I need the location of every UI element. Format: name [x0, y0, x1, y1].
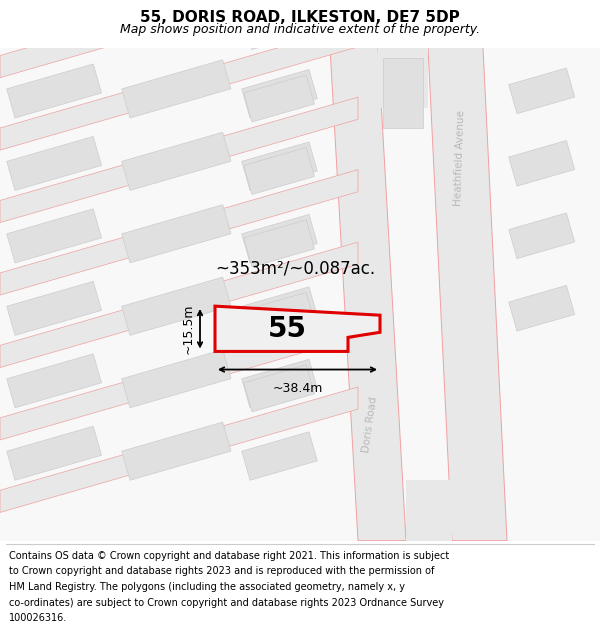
Text: ~353m²/~0.087ac.: ~353m²/~0.087ac.: [215, 260, 375, 278]
Polygon shape: [0, 314, 358, 440]
Polygon shape: [406, 480, 452, 541]
Text: to Crown copyright and database rights 2023 and is reproduced with the permissio: to Crown copyright and database rights 2…: [9, 566, 434, 576]
Polygon shape: [244, 292, 314, 339]
Text: 55: 55: [268, 315, 307, 342]
Text: ~38.4m: ~38.4m: [272, 382, 323, 394]
Polygon shape: [242, 69, 317, 118]
Text: Heathfield Avenue: Heathfield Avenue: [454, 110, 467, 206]
Polygon shape: [7, 281, 101, 336]
Polygon shape: [509, 213, 575, 259]
Polygon shape: [244, 365, 314, 412]
Polygon shape: [122, 349, 231, 408]
Polygon shape: [122, 60, 231, 118]
Text: co-ordinates) are subject to Crown copyright and database rights 2023 Ordnance S: co-ordinates) are subject to Crown copyr…: [9, 598, 444, 608]
Polygon shape: [7, 136, 101, 191]
Polygon shape: [244, 75, 314, 122]
Polygon shape: [509, 141, 575, 186]
Polygon shape: [242, 214, 317, 263]
Polygon shape: [242, 142, 317, 191]
Polygon shape: [122, 132, 231, 191]
Polygon shape: [330, 48, 406, 541]
Polygon shape: [122, 205, 231, 263]
Text: HM Land Registry. The polygons (including the associated geometry, namely x, y: HM Land Registry. The polygons (includin…: [9, 582, 405, 592]
Polygon shape: [244, 148, 314, 194]
Polygon shape: [0, 387, 358, 512]
Polygon shape: [242, 287, 317, 336]
Polygon shape: [7, 426, 101, 480]
Polygon shape: [242, 432, 317, 480]
Polygon shape: [7, 354, 101, 408]
Text: ~15.5m: ~15.5m: [182, 304, 195, 354]
Polygon shape: [122, 277, 231, 336]
Text: 55, DORIS ROAD, ILKESTON, DE7 5DP: 55, DORIS ROAD, ILKESTON, DE7 5DP: [140, 11, 460, 26]
Polygon shape: [0, 0, 358, 78]
Polygon shape: [244, 2, 314, 49]
Polygon shape: [215, 306, 380, 351]
Text: 100026316.: 100026316.: [9, 613, 67, 623]
Polygon shape: [7, 209, 101, 263]
Polygon shape: [0, 169, 358, 295]
Polygon shape: [509, 0, 575, 41]
Polygon shape: [244, 220, 314, 267]
Polygon shape: [383, 58, 423, 128]
Polygon shape: [509, 68, 575, 114]
Polygon shape: [509, 286, 575, 331]
Text: Contains OS data © Crown copyright and database right 2021. This information is : Contains OS data © Crown copyright and d…: [9, 551, 449, 561]
Polygon shape: [242, 359, 317, 408]
Polygon shape: [7, 64, 101, 118]
Polygon shape: [428, 48, 507, 541]
Polygon shape: [0, 242, 358, 368]
Polygon shape: [0, 25, 358, 150]
Text: Map shows position and indicative extent of the property.: Map shows position and indicative extent…: [120, 22, 480, 36]
Polygon shape: [0, 97, 358, 222]
Text: Doris Road: Doris Road: [361, 396, 379, 454]
Polygon shape: [122, 422, 231, 480]
Polygon shape: [378, 48, 428, 108]
